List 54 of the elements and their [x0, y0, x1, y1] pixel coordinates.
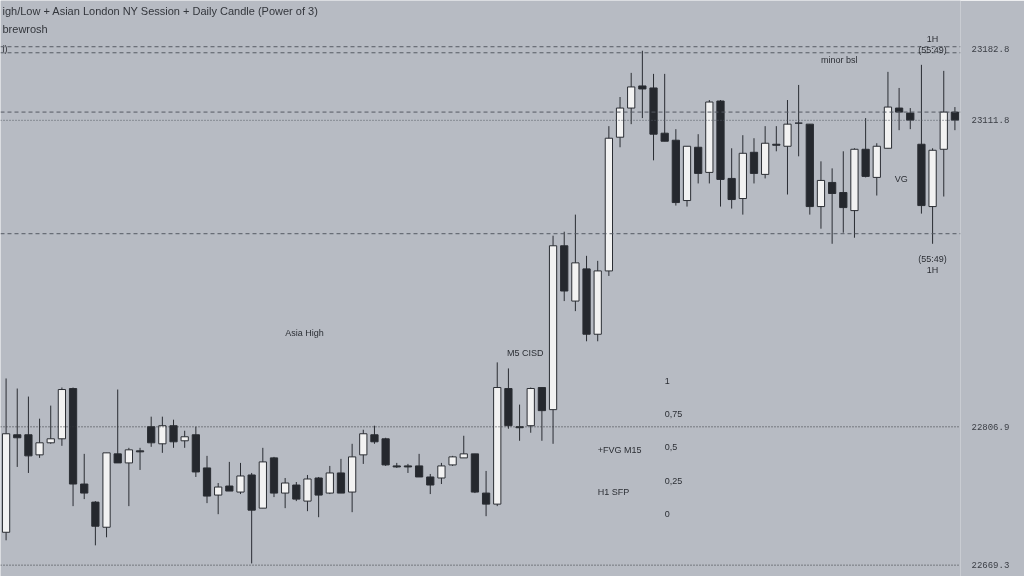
annotation: (55:49) — [918, 253, 947, 264]
candlestick — [225, 461, 234, 492]
candlestick — [80, 453, 89, 500]
annotation: M5 CISD — [506, 347, 544, 358]
annotation: minor bsl — [820, 54, 858, 65]
y-tick-label: 23111.8 — [971, 116, 1010, 127]
candlestick — [660, 73, 669, 142]
annotation: 0,25 — [664, 475, 683, 486]
annotation: 0 — [664, 508, 670, 519]
candlestick — [627, 72, 636, 125]
candlestick — [437, 462, 446, 485]
candlestick — [459, 435, 468, 459]
candlestick — [638, 50, 647, 119]
candlestick — [124, 447, 133, 507]
candlestick — [894, 87, 904, 131]
candlestick — [426, 473, 435, 495]
annotation: Asia High — [285, 327, 324, 338]
candlestick — [236, 462, 245, 495]
annotation: +FVG M15 — [597, 444, 642, 455]
annotation: H1 SFP — [597, 486, 630, 497]
candlestick — [359, 429, 368, 465]
y-tick-label: 23182.8 — [971, 44, 1010, 55]
candlestick — [794, 84, 803, 157]
candlestick — [314, 476, 323, 518]
candlestick — [950, 106, 960, 131]
candlestick — [135, 447, 145, 471]
candlestick — [481, 470, 491, 517]
annotation: i) — [2, 43, 8, 54]
candlestick — [839, 150, 848, 234]
annotation: 1H — [926, 33, 939, 44]
annotation: VG — [894, 173, 908, 184]
text: brewrosh — [2, 22, 48, 35]
candlestick — [281, 477, 290, 509]
candlestick — [325, 465, 334, 495]
candlestick — [292, 481, 301, 502]
annotation: 0,5 — [664, 441, 678, 452]
y-tick-label: 22669.3 — [971, 561, 1010, 572]
candlestick — [906, 107, 915, 130]
candlestick — [214, 482, 223, 515]
candlestick — [303, 474, 312, 512]
candlestick — [772, 125, 781, 152]
candlestick — [414, 453, 424, 478]
annotation: (55:49) — [918, 44, 947, 55]
candlestick — [336, 458, 346, 494]
y-tick-label: 22806.9 — [971, 422, 1010, 433]
annotation: 1H — [926, 264, 939, 275]
candlestick — [727, 147, 736, 210]
candlestick — [783, 99, 792, 196]
annotation: 0,75 — [664, 408, 683, 419]
chart-title: igh/Low + Asian London NY Session + Daily Candle (Power of 3) — [2, 4, 318, 17]
candlestick — [403, 463, 413, 474]
candlestick — [749, 137, 759, 184]
candlestick — [828, 167, 837, 245]
annotation: 1 — [664, 375, 670, 386]
